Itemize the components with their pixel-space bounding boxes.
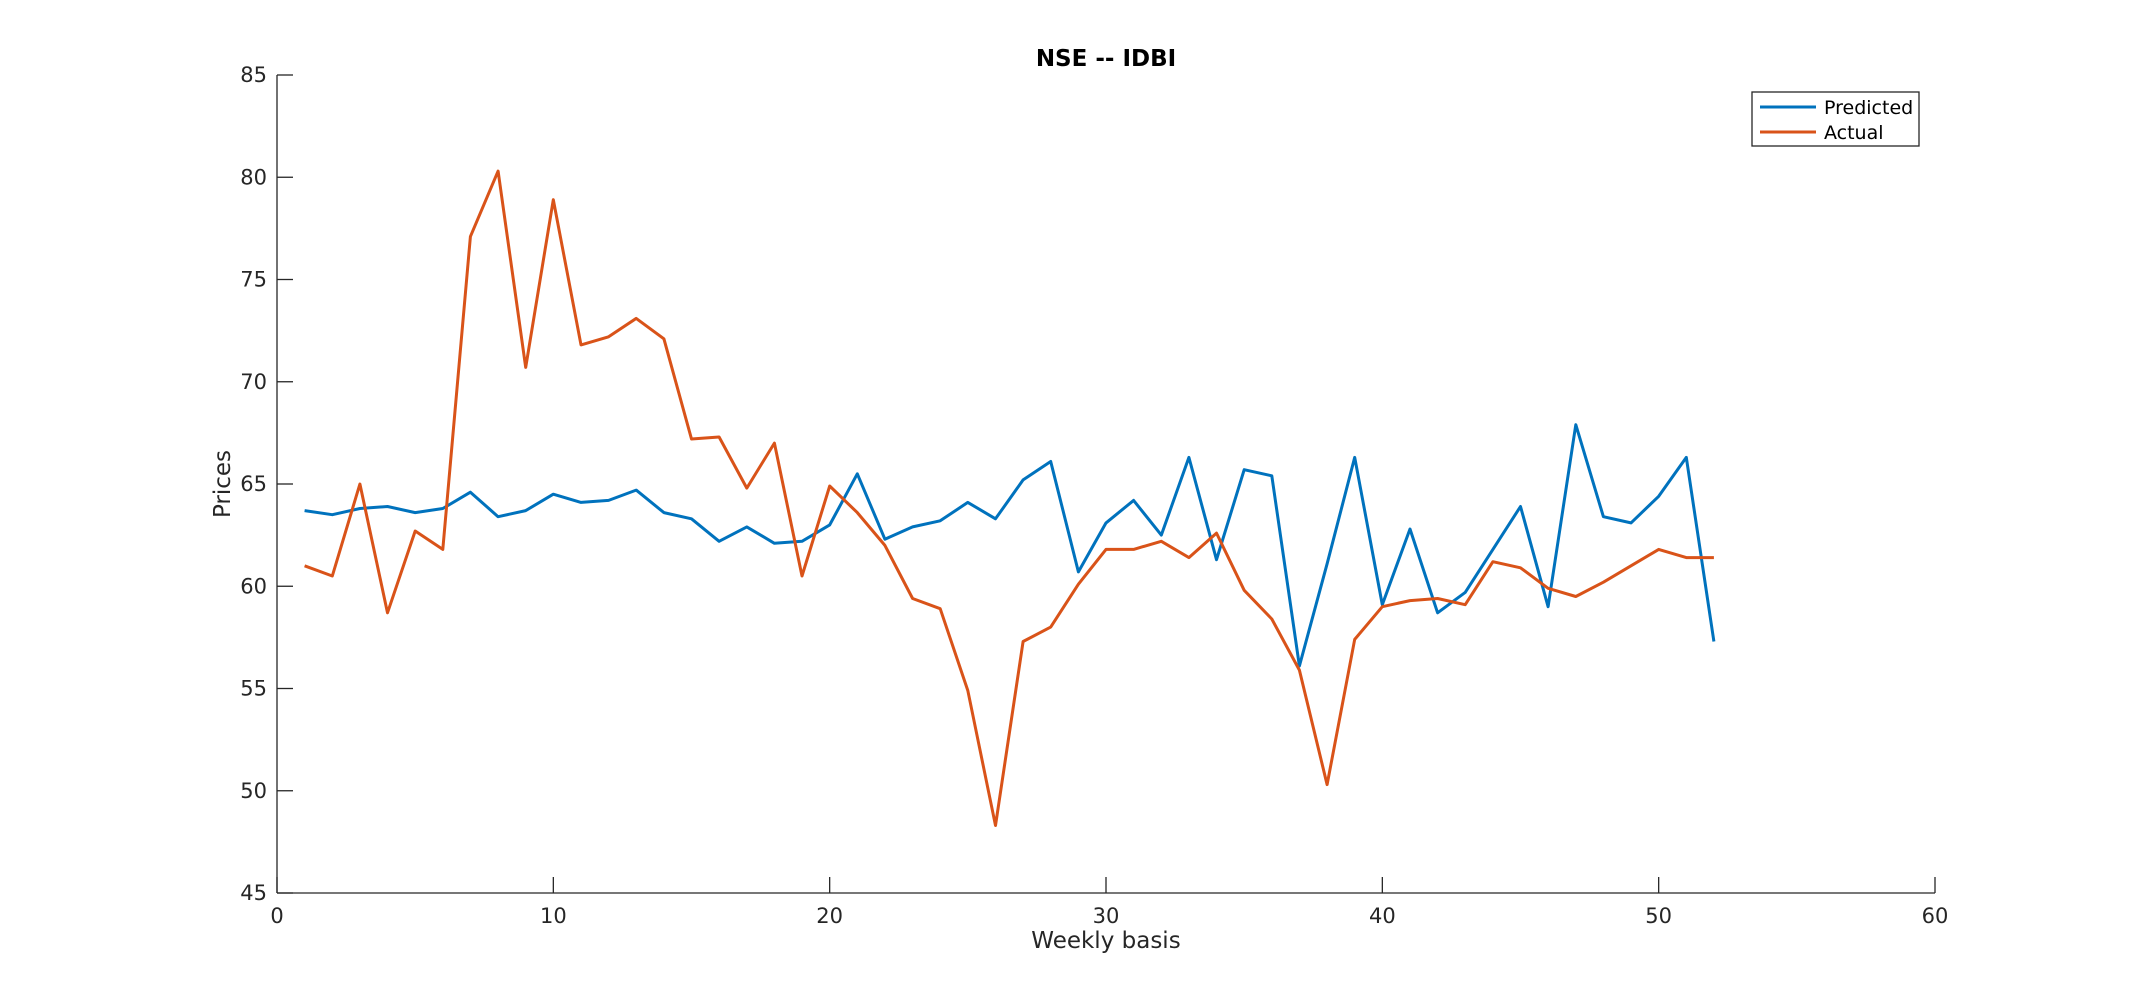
- x-tick-label: 0: [270, 904, 283, 928]
- y-axis-label: Prices: [210, 450, 236, 518]
- x-tick-label: 10: [540, 904, 567, 928]
- y-tick-label: 85: [240, 63, 267, 87]
- axes: 0 10 20 30 40 50 60 45 50 55 60 65 70 75 80 85: [240, 63, 1948, 928]
- y-tick-label: 65: [240, 472, 267, 496]
- series-lines: [304, 169, 1716, 827]
- y-tick-label: 55: [240, 677, 267, 701]
- x-tick-label: 30: [1093, 904, 1120, 928]
- y-tick-label: 80: [240, 165, 267, 189]
- x-tick-label: 50: [1645, 904, 1672, 928]
- legend-label-predicted: Predicted: [1824, 97, 1913, 119]
- legend: Predicted Actual: [1751, 91, 1920, 147]
- y-tick-label: 60: [240, 574, 267, 598]
- chart-title: NSE -- IDBI: [1036, 46, 1176, 72]
- x-axis-label: Weekly basis: [1031, 928, 1180, 954]
- x-tick-label: 40: [1369, 904, 1396, 928]
- y-tick-label: 45: [240, 881, 267, 905]
- series-line-predicted: [304, 423, 1716, 668]
- series-line-actual: [304, 169, 1714, 827]
- x-tick-label: 60: [1922, 904, 1949, 928]
- y-tick-label: 75: [240, 268, 267, 292]
- y-tick-label: 50: [240, 779, 267, 803]
- legend-label-actual: Actual: [1824, 122, 1884, 144]
- x-tick-label: 20: [816, 904, 843, 928]
- y-tick-label: 70: [240, 370, 267, 394]
- legend-box: [1751, 91, 1920, 147]
